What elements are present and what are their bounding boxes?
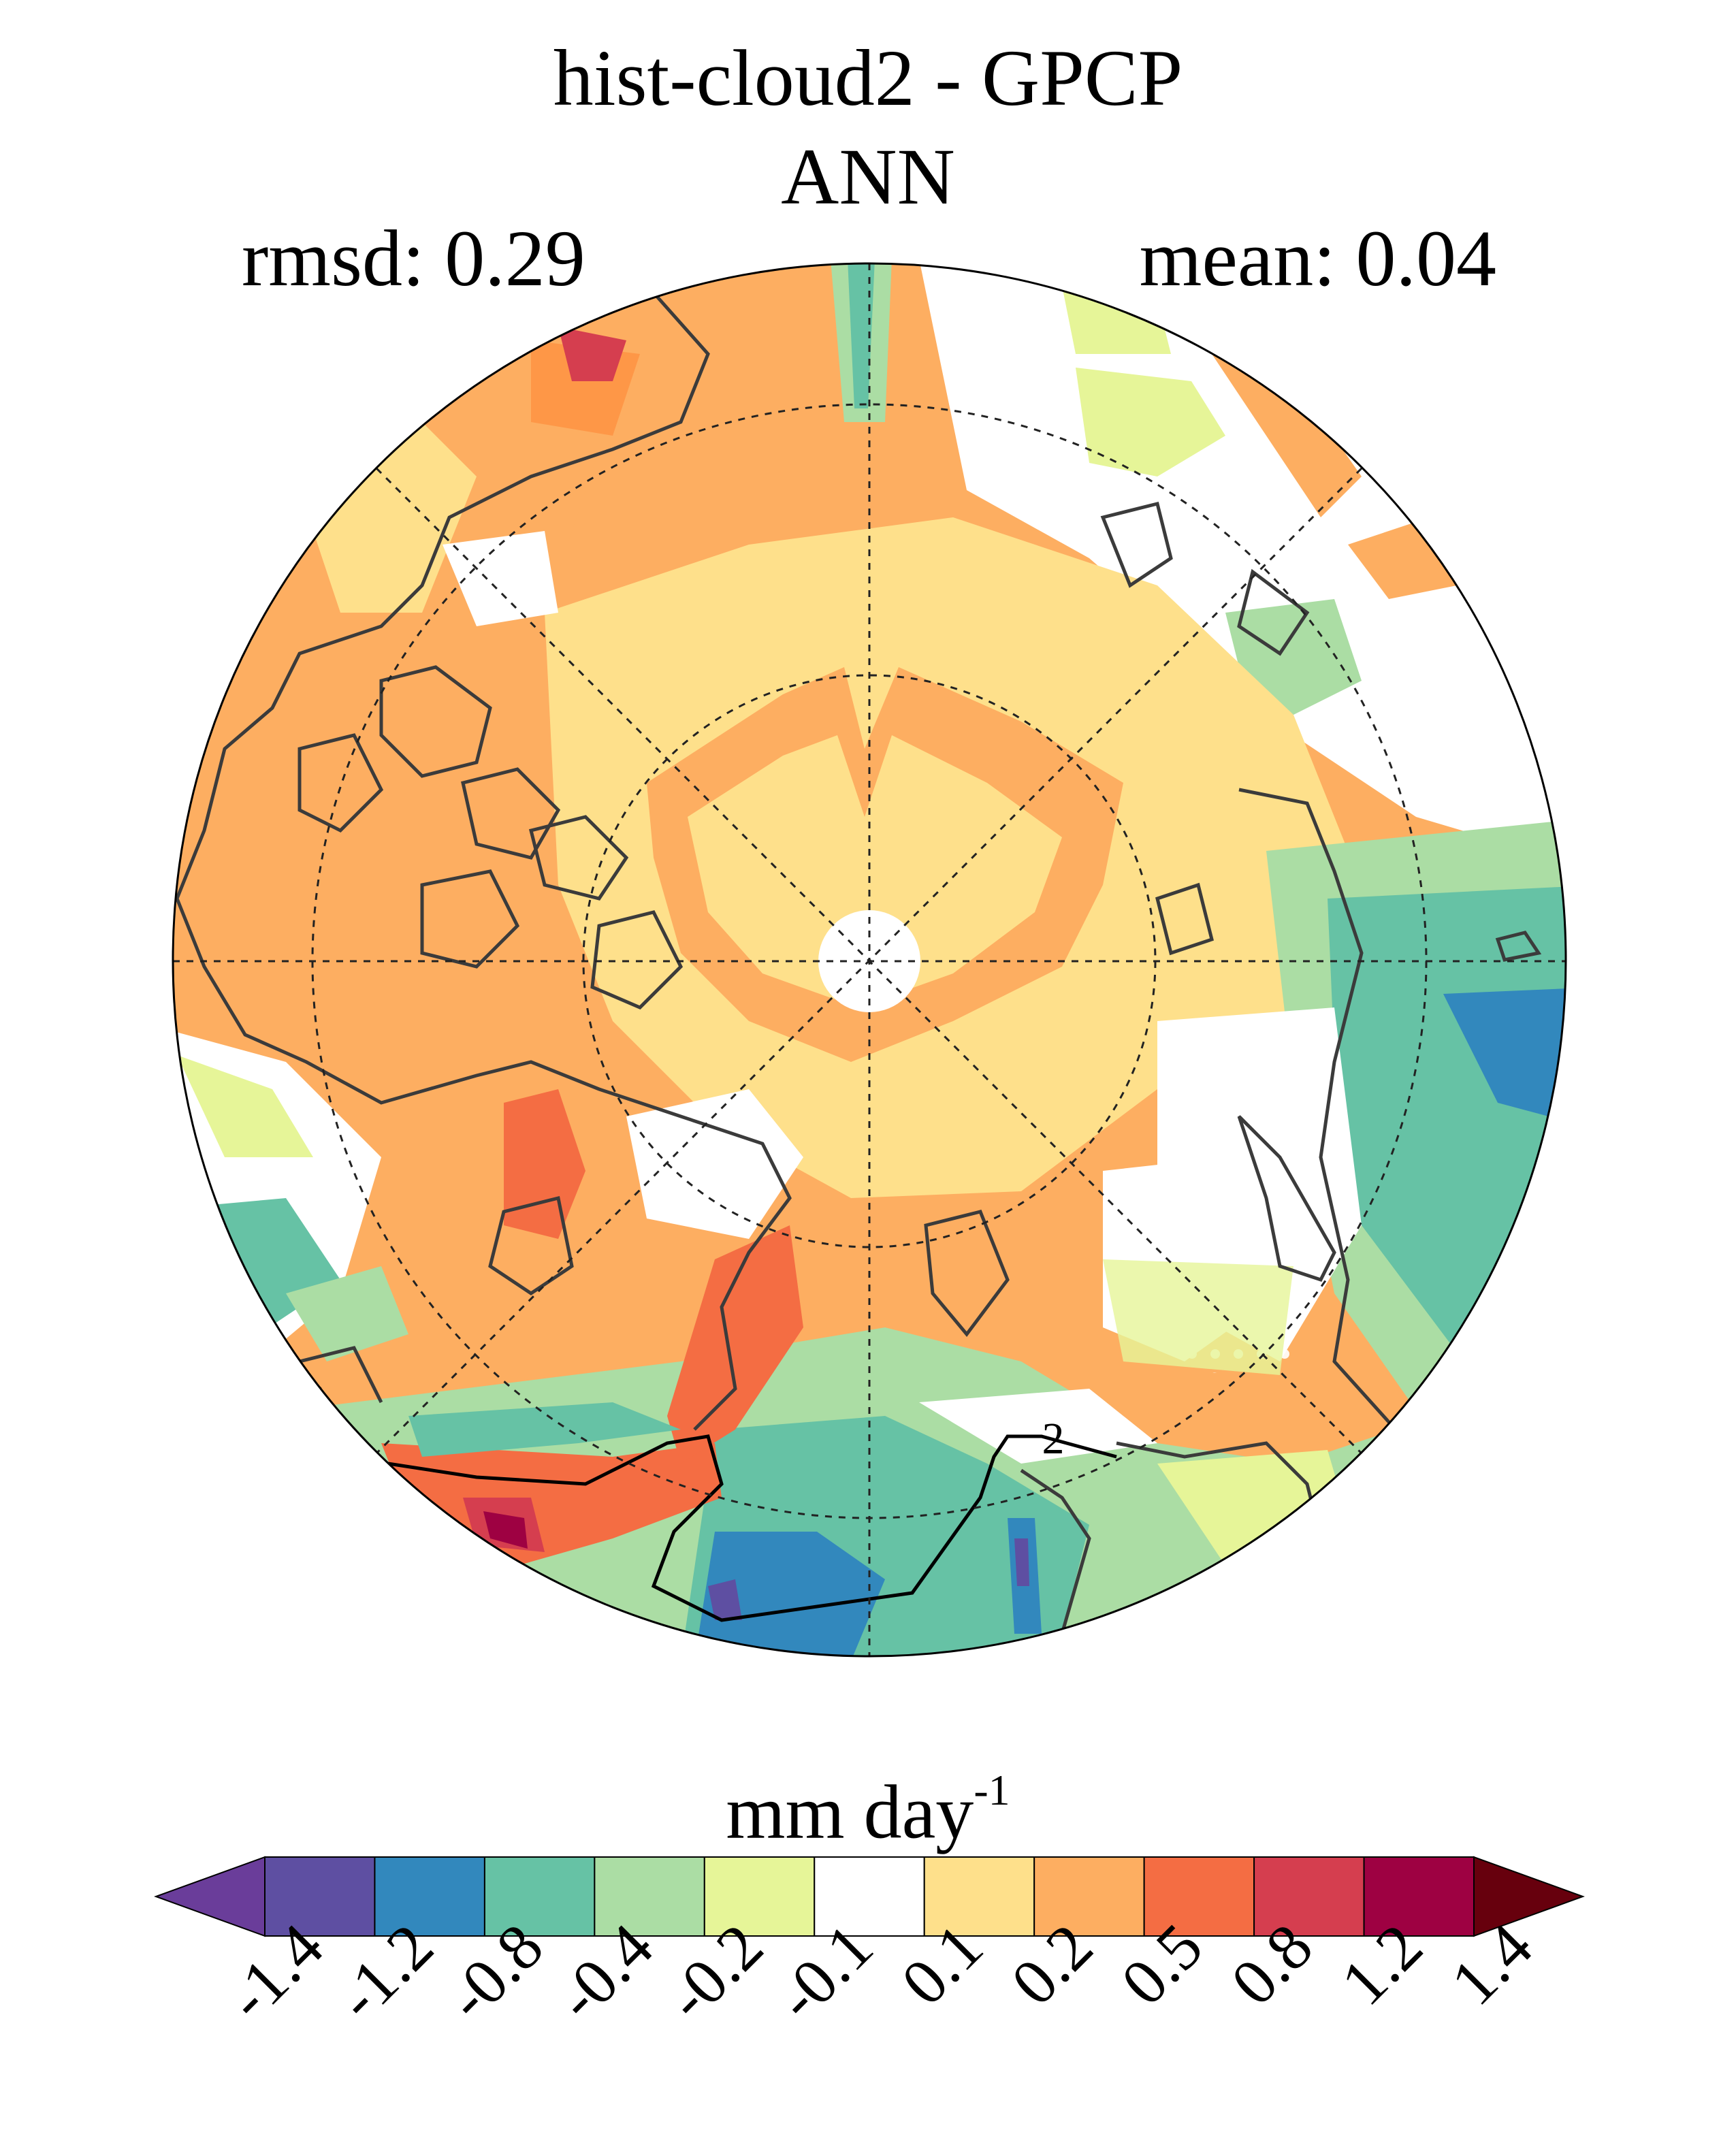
colorbar-swatch [1143,1856,1255,1937]
map-frame [172,262,1567,1658]
coastlines [175,291,1542,1634]
graticule [173,263,1566,1656]
units-exponent: -1 [974,1766,1010,1814]
season-label: ANN [781,132,955,221]
contour-label: 2 [1042,1414,1065,1464]
mean-label: mean: 0.04 [1139,214,1496,303]
units-main: mm day [726,1770,974,1855]
colorbar-swatch [483,1856,596,1937]
colorbar-swatch [703,1856,816,1937]
colorbar-swatch [594,1856,705,1937]
colorbar-swatch [1363,1856,1475,1937]
colorbar-swatch [1253,1856,1365,1937]
map-title: hist-cloud2 - GPCP [553,33,1183,123]
colorbar: -1.4-1.2-0.8-0.4-0.2-0.1 0.1 0.2 0.5 0.8 1.2 1… [154,1856,1585,2034]
colorbar-under-triangle [154,1856,266,1937]
rmsd-label: rmsd: 0.29 [242,214,585,303]
colorbar-swatch [923,1856,1035,1937]
units-label: mm day-1 [0,1753,1736,1856]
